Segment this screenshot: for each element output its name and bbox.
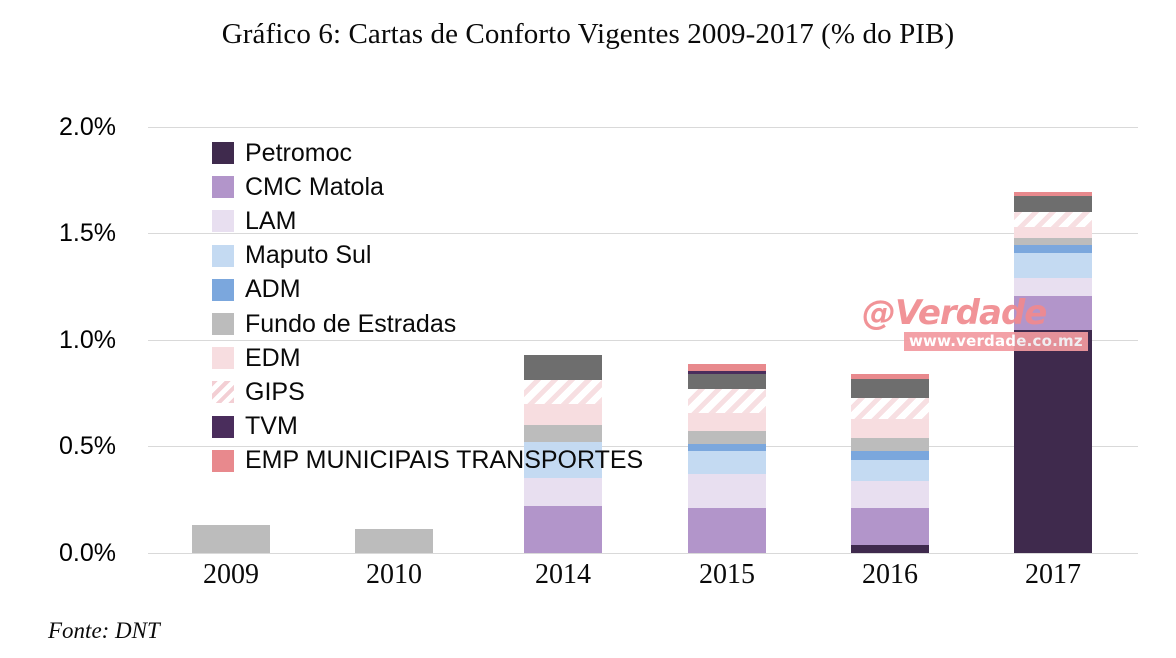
bar-2017[interactable] bbox=[1014, 127, 1092, 553]
bar-segment[interactable] bbox=[192, 525, 270, 553]
x-tick-label: 2015 bbox=[699, 559, 755, 590]
bar-segment[interactable] bbox=[524, 478, 602, 506]
bar-segment[interactable] bbox=[1014, 212, 1092, 227]
legend-swatch-icon bbox=[212, 415, 234, 438]
legend-item-lam[interactable]: LAM bbox=[212, 204, 682, 238]
bar-segment[interactable] bbox=[851, 374, 929, 379]
bar-2009[interactable] bbox=[192, 127, 270, 553]
bar-segment[interactable] bbox=[688, 508, 766, 553]
gridline bbox=[148, 553, 1138, 554]
legend-swatch-icon bbox=[212, 381, 234, 404]
legend-item-emp-municipais-transportes[interactable]: EMP MUNICIPAIS TRANSPORTES bbox=[212, 444, 682, 478]
bar-segment[interactable] bbox=[355, 529, 433, 553]
legend-item-label: TVM bbox=[245, 412, 298, 441]
bar-segment[interactable] bbox=[1014, 238, 1092, 245]
bar-2015[interactable] bbox=[688, 127, 766, 553]
bar-segment[interactable] bbox=[851, 481, 929, 508]
bar-segment[interactable] bbox=[1014, 227, 1092, 238]
bar-segment[interactable] bbox=[1014, 253, 1092, 278]
legend-swatch-icon bbox=[212, 313, 234, 336]
bar-segment[interactable] bbox=[524, 355, 602, 380]
bar-segment[interactable] bbox=[688, 413, 766, 431]
x-tick-label: 2016 bbox=[862, 559, 918, 590]
legend-item-adm[interactable]: ADM bbox=[212, 273, 682, 307]
plot-area bbox=[148, 127, 1138, 554]
bar-segment[interactable] bbox=[524, 506, 602, 553]
legend-item-label: CMC Matola bbox=[245, 172, 384, 201]
legend-item-label: Petromoc bbox=[245, 138, 352, 167]
bar-segment[interactable] bbox=[688, 451, 766, 474]
bar-2016[interactable] bbox=[851, 127, 929, 553]
legend-swatch-icon bbox=[212, 176, 234, 199]
bar-segment[interactable] bbox=[524, 442, 602, 478]
bar-segment[interactable] bbox=[1014, 330, 1092, 553]
x-tick-label: 2009 bbox=[203, 559, 259, 590]
bar-segment[interactable] bbox=[524, 425, 602, 442]
x-tick-label: 2017 bbox=[1025, 559, 1081, 590]
legend-item-cmc-matola[interactable]: CMC Matola bbox=[212, 170, 682, 204]
bar-segment[interactable] bbox=[851, 545, 929, 553]
gridline bbox=[148, 233, 1138, 234]
bar-segment[interactable] bbox=[1014, 278, 1092, 296]
bar-segment[interactable] bbox=[688, 431, 766, 444]
bar-segment[interactable] bbox=[851, 438, 929, 451]
x-axis: 2009 2010 2014 2015 2016 2017 bbox=[148, 559, 1138, 603]
legend-item-label: Fundo de Estradas bbox=[245, 309, 457, 338]
source-note: Fonte: DNT bbox=[48, 618, 160, 643]
legend-item-label: EMP MUNICIPAIS TRANSPORTES bbox=[245, 446, 644, 475]
legend-item-label: EDM bbox=[245, 343, 301, 372]
gridline bbox=[148, 446, 1138, 447]
bar-segment[interactable] bbox=[851, 451, 929, 460]
bar-segment[interactable] bbox=[851, 419, 929, 438]
legend-swatch-icon bbox=[212, 347, 234, 370]
y-tick-label: 1.0% bbox=[59, 326, 116, 354]
legend-swatch-icon bbox=[212, 449, 234, 472]
bar-segment[interactable] bbox=[688, 371, 766, 374]
legend-swatch-icon bbox=[212, 142, 234, 165]
y-tick-label: 2.0% bbox=[59, 113, 116, 141]
bar-segment[interactable] bbox=[688, 444, 766, 451]
gridline bbox=[148, 127, 1138, 128]
bar-segment[interactable] bbox=[1014, 296, 1092, 330]
bar-segment[interactable] bbox=[851, 379, 929, 398]
bar-segment[interactable] bbox=[688, 374, 766, 389]
bar-segment[interactable] bbox=[851, 398, 929, 419]
legend-item-label: Maputo Sul bbox=[245, 241, 372, 270]
bar-segment[interactable] bbox=[688, 474, 766, 508]
bar-segment[interactable] bbox=[851, 508, 929, 545]
bar-segment[interactable] bbox=[1014, 196, 1092, 212]
legend-item-label: LAM bbox=[245, 206, 297, 235]
legend-swatch-icon bbox=[212, 244, 234, 267]
y-tick-label: 0.0% bbox=[59, 539, 116, 567]
legend-swatch-icon bbox=[212, 278, 234, 301]
y-axis: 0.0% 0.5% 1.0% 1.5% 2.0% bbox=[0, 0, 148, 658]
bar-2010[interactable] bbox=[355, 127, 433, 553]
legend-swatch-icon bbox=[212, 210, 234, 233]
legend-item-edm[interactable]: EDM bbox=[212, 341, 682, 375]
bar-segment[interactable] bbox=[1014, 192, 1092, 196]
legend-item-label: GIPS bbox=[245, 377, 305, 406]
y-tick-label: 0.5% bbox=[59, 432, 116, 460]
legend-item-maputo-sul[interactable]: Maputo Sul bbox=[212, 239, 682, 273]
x-tick-label: 2014 bbox=[535, 559, 591, 590]
bar-segment[interactable] bbox=[688, 364, 766, 371]
bar-2014[interactable] bbox=[524, 127, 602, 553]
bar-segment[interactable] bbox=[851, 460, 929, 481]
page-title: Gráfico 6: Cartas de Conforto Vigentes 2… bbox=[221, 18, 955, 50]
chart-legend: Petromoc CMC Matola LAM Maputo Sul ADM Fundo … bbox=[212, 136, 682, 478]
gridline bbox=[148, 340, 1138, 341]
legend-item-label: ADM bbox=[245, 275, 301, 304]
legend-item-gips[interactable]: GIPS bbox=[212, 375, 682, 409]
bar-segment[interactable] bbox=[688, 389, 766, 413]
legend-item-petromoc[interactable]: Petromoc bbox=[212, 136, 682, 170]
x-tick-label: 2010 bbox=[366, 559, 422, 590]
legend-item-tvm[interactable]: TVM bbox=[212, 410, 682, 444]
y-tick-label: 1.5% bbox=[59, 219, 116, 247]
bar-segment[interactable] bbox=[524, 404, 602, 425]
bar-segment[interactable] bbox=[524, 380, 602, 404]
bar-segment[interactable] bbox=[1014, 245, 1092, 253]
legend-item-fundo-de-estradas[interactable]: Fundo de Estradas bbox=[212, 307, 682, 341]
